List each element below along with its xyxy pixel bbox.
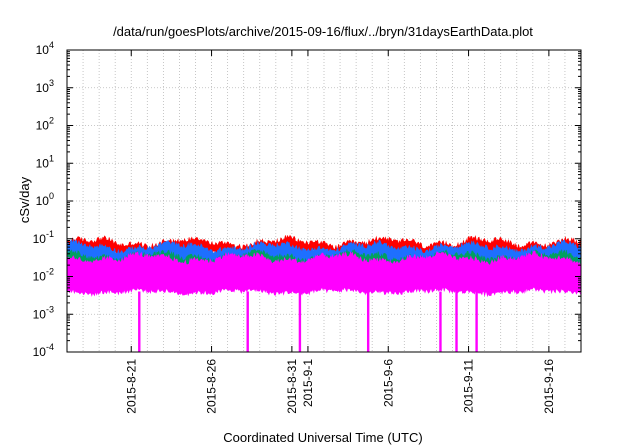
y-tick-label: 10-1 <box>33 229 54 246</box>
x-tick-label: 2015-8-21 <box>124 359 138 414</box>
chart-title: /data/run/goesPlots/archive/2015-09-16/f… <box>113 24 533 39</box>
series-dropout <box>246 291 249 352</box>
series-dropout <box>366 291 370 352</box>
series-dropout <box>455 291 458 352</box>
x-axis-ticks: 2015-8-21 2015-8-26 2015-8-31 2015-9-1 2015-… <box>124 50 556 414</box>
series-dropout <box>298 291 302 352</box>
y-axis-label: cSv/day <box>17 176 32 223</box>
series-band <box>66 250 582 298</box>
x-tick-label: 2015-9-6 <box>381 359 395 407</box>
grid <box>67 50 581 352</box>
y-tick-label: 104 <box>36 40 54 57</box>
x-tick-label: 2015-9-11 <box>462 359 476 413</box>
y-tick-label: 101 <box>36 153 54 170</box>
y-tick-label: 10-3 <box>33 304 54 321</box>
y-axis-ticks: 10-4 10-3 10-2 10-1 100 101 102 103 104 <box>33 40 581 359</box>
y-tick-label: 100 <box>36 191 54 208</box>
y-tick-label: 102 <box>36 116 54 133</box>
x-tick-label: 2015-8-31 <box>285 359 299 414</box>
y-tick-label: 103 <box>36 78 54 95</box>
y-tick-label: 10-2 <box>33 267 54 284</box>
series-dropout <box>439 291 442 352</box>
series-dropout <box>475 291 478 352</box>
series-dropout <box>138 291 141 352</box>
x-tick-label: 2015-8-26 <box>205 359 219 414</box>
x-tick-label: 2015-9-16 <box>542 359 556 414</box>
x-axis-label: Coordinated Universal Time (UTC) <box>223 430 422 445</box>
y-tick-label: 10-4 <box>33 342 54 359</box>
x-tick-label: 2015-9-1 <box>301 359 315 407</box>
